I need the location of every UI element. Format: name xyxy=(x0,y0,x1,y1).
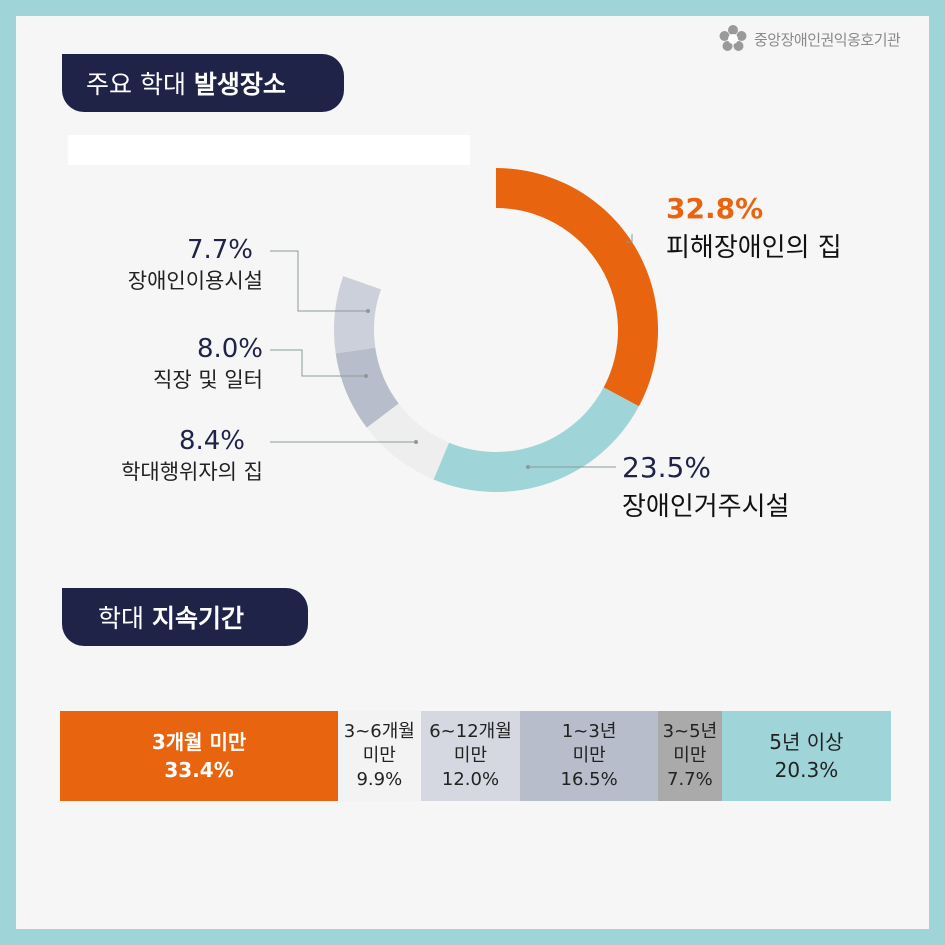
donut-pct-4: 7.7% xyxy=(186,235,253,265)
donut-name-4: 장애인이용시설 xyxy=(127,269,263,293)
duration-segment-0: 3개월 미만 33.4% xyxy=(60,711,339,801)
duration-label-3-1: 미만 xyxy=(572,745,606,766)
donut-pct-0: 32.8% xyxy=(666,192,764,225)
donut-name-2: 학대행위자의 집 xyxy=(121,460,263,484)
leader-line-seg-4 xyxy=(270,250,368,312)
donut-name-3: 직장 및 일터 xyxy=(153,368,263,392)
section-title-location: 주요 학대 발생장소 xyxy=(62,54,344,112)
duration-label-3-0: 1~3년 xyxy=(561,721,617,742)
blank-strip xyxy=(68,135,470,165)
donut-segment-0 xyxy=(496,168,658,407)
donut-pct-2: 8.4% xyxy=(178,426,245,456)
duration-value-5: 20.3% xyxy=(774,758,839,782)
duration-label-1-0: 3~6개월 xyxy=(343,721,415,742)
donut-name-1: 장애인거주시설 xyxy=(622,492,790,522)
leader-line-seg-0 xyxy=(626,234,633,243)
duration-label-0-0: 3개월 미만 xyxy=(151,730,247,754)
duration-value-3: 16.5% xyxy=(560,769,618,790)
duration-value-2: 12.0% xyxy=(441,769,500,790)
donut-name-0: 피해장애인의 집 xyxy=(666,233,842,263)
leader-dot-1 xyxy=(526,465,530,469)
donut-segment-1 xyxy=(433,387,639,492)
donut-segment-3 xyxy=(335,347,399,428)
donut-label-3: 8.0% 직장 및 일터 xyxy=(153,334,263,394)
section-title-duration: 학대 지속기간 xyxy=(62,588,308,646)
leader-dot-2 xyxy=(414,440,418,444)
section-title-bold: 발생장소 xyxy=(193,70,286,99)
duration-value-4: 7.7% xyxy=(667,769,713,790)
donut-label-1: 23.5% 장애인거주시설 xyxy=(622,451,789,523)
flower-emblem-icon xyxy=(719,25,747,51)
donut-label-4: 7.7% 장애인이용시설 xyxy=(128,235,263,295)
donut-pct-3: 8.0% xyxy=(196,334,263,364)
duration-label-4-1: 미만 xyxy=(673,745,707,766)
duration-label-1-1: 미만 xyxy=(362,745,396,766)
duration-segment-5: 5년 이상 20.3% xyxy=(721,711,891,801)
section-title-bold-2: 지속기간 xyxy=(151,604,244,633)
donut-label-0: 32.8% 피해장애인의 집 xyxy=(666,192,842,264)
duration-label-4-0: 3~5년 xyxy=(662,721,718,742)
duration-value-1: 9.9% xyxy=(356,769,403,790)
duration-label-2-0: 6~12개월 xyxy=(429,721,512,742)
section-title-normal: 주요 학대 xyxy=(86,70,186,99)
duration-value-0: 33.4% xyxy=(164,758,234,782)
section-title-normal-2: 학대 xyxy=(98,604,145,633)
leader-dot-4 xyxy=(366,309,370,313)
donut-segment-4 xyxy=(334,276,381,354)
leader-dot-3 xyxy=(364,374,368,378)
duration-label-5-0: 5년 이상 xyxy=(769,730,844,754)
logo: 중앙장애인권익옹호기관 xyxy=(718,24,901,54)
leader-line-seg-3 xyxy=(270,349,366,377)
logo-text: 중앙장애인권익옹호기관 xyxy=(754,30,901,49)
donut-pct-1: 23.5% xyxy=(622,451,711,484)
donut-label-2: 8.4% 학대행위자의 집 xyxy=(121,426,263,486)
duration-label-2-1: 미만 xyxy=(453,745,488,766)
